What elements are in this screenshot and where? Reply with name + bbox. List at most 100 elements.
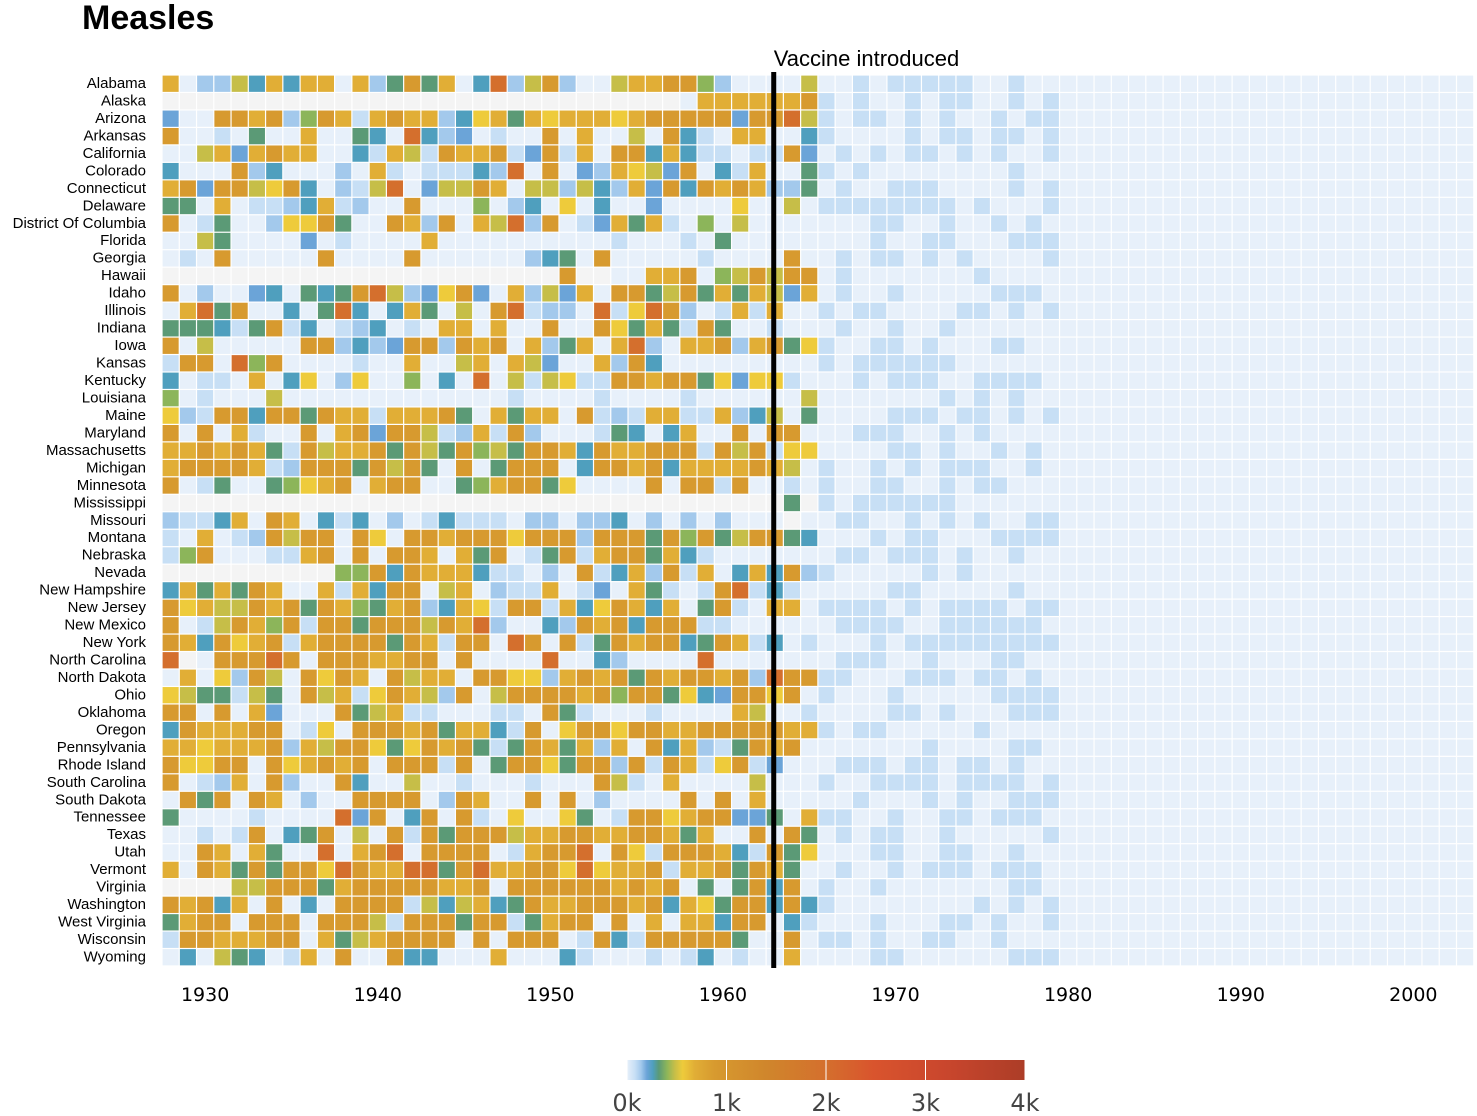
heatmap-cell xyxy=(870,477,887,494)
heatmap-cell xyxy=(922,599,939,616)
heatmap-cell xyxy=(266,442,283,459)
heatmap-cell xyxy=(1457,407,1474,424)
heatmap-cell xyxy=(1284,162,1301,180)
heatmap-cell xyxy=(1353,477,1370,494)
heatmap-cell xyxy=(645,355,662,372)
heatmap-cell xyxy=(1077,355,1094,372)
heatmap-cell xyxy=(1284,267,1301,285)
heatmap-cell xyxy=(1336,774,1353,791)
heatmap-cell xyxy=(680,337,697,354)
heatmap-cell xyxy=(939,215,956,232)
heatmap-cell xyxy=(266,774,283,791)
heatmap-cell xyxy=(1388,704,1405,721)
heatmap-cell xyxy=(956,669,973,686)
heatmap-cell xyxy=(525,774,542,791)
heatmap-cell xyxy=(1284,844,1301,861)
heatmap-cell xyxy=(1405,669,1422,686)
heatmap-cell xyxy=(1388,232,1405,250)
heatmap-cell xyxy=(490,687,507,704)
heatmap-cell xyxy=(956,494,973,512)
heatmap-cell xyxy=(507,110,524,127)
heatmap-cell xyxy=(404,407,421,424)
heatmap-cell xyxy=(922,145,939,162)
heatmap-cell xyxy=(749,93,766,110)
heatmap-cell xyxy=(1111,215,1128,232)
heatmap-cell xyxy=(438,128,455,145)
heatmap-cell xyxy=(1249,110,1267,127)
heatmap-cell xyxy=(1388,128,1405,145)
heatmap-cell xyxy=(559,774,576,791)
heatmap-cell xyxy=(749,547,766,564)
heatmap-cell xyxy=(507,721,524,739)
heatmap-cell xyxy=(1042,390,1059,407)
heatmap-cell xyxy=(594,372,611,389)
heatmap-cell xyxy=(197,180,214,197)
heatmap-cell xyxy=(231,617,248,634)
heatmap-cell xyxy=(1042,110,1059,127)
heatmap-cell xyxy=(1094,215,1111,232)
heatmap-cell xyxy=(611,372,628,389)
heatmap-cell xyxy=(1457,669,1474,686)
heatmap-cell xyxy=(887,512,904,529)
heatmap-cell xyxy=(576,75,593,92)
heatmap-cell xyxy=(473,407,490,424)
heatmap-cell xyxy=(404,914,421,931)
heatmap-cell xyxy=(1388,756,1405,774)
heatmap-cell xyxy=(939,110,956,127)
heatmap-cell xyxy=(559,459,576,477)
heatmap-cell xyxy=(1388,634,1405,651)
heatmap-cell xyxy=(1370,529,1387,547)
heatmap-cell xyxy=(1319,267,1336,285)
heatmap-cell xyxy=(714,739,731,756)
heatmap-cell xyxy=(317,879,334,896)
heatmap-cell xyxy=(1111,669,1128,686)
heatmap-cell xyxy=(1008,704,1025,721)
heatmap-cell xyxy=(248,442,265,459)
heatmap-cell xyxy=(576,285,593,302)
heatmap-cell xyxy=(1060,425,1077,442)
heatmap-cell xyxy=(835,320,852,337)
heatmap-cell xyxy=(283,128,300,145)
heatmap-cell xyxy=(1422,477,1439,494)
heatmap-cell xyxy=(507,494,524,512)
heatmap-cell xyxy=(732,949,749,966)
heatmap-cell xyxy=(179,459,196,477)
heatmap-cell xyxy=(922,232,939,250)
heatmap-cell xyxy=(1267,634,1284,651)
heatmap-cell xyxy=(1198,721,1215,739)
heatmap-cell xyxy=(438,914,455,931)
heatmap-cell xyxy=(1405,931,1422,948)
heatmap-cell xyxy=(1094,145,1111,162)
heatmap-cell xyxy=(887,215,904,232)
state-label: Arizona xyxy=(95,110,147,127)
heatmap-cell xyxy=(283,547,300,564)
heatmap-cell xyxy=(1077,459,1094,477)
heatmap-cell xyxy=(1198,564,1215,582)
heatmap-cell xyxy=(749,477,766,494)
heatmap-cell xyxy=(1163,215,1180,232)
heatmap-cell xyxy=(179,547,196,564)
state-label: Washington xyxy=(67,896,146,913)
heatmap-cell xyxy=(904,547,921,564)
heatmap-cell xyxy=(904,197,921,215)
heatmap-cell xyxy=(628,634,645,651)
heatmap-cell xyxy=(1336,372,1353,389)
heatmap-cell xyxy=(421,512,438,529)
heatmap-cell xyxy=(818,355,835,372)
heatmap-cell xyxy=(904,355,921,372)
heatmap-cell xyxy=(1111,879,1128,896)
heatmap-cell xyxy=(887,494,904,512)
heatmap-cell xyxy=(248,197,265,215)
heatmap-cell xyxy=(1457,442,1474,459)
heatmap-cell xyxy=(1180,320,1197,337)
heatmap-cell xyxy=(1163,355,1180,372)
heatmap-cell xyxy=(1060,861,1077,879)
heatmap-cell xyxy=(421,949,438,966)
heatmap-cell xyxy=(542,949,559,966)
heatmap-cell xyxy=(197,390,214,407)
heatmap-cell xyxy=(991,774,1008,791)
heatmap-cell xyxy=(1198,669,1215,686)
heatmap-cell xyxy=(214,687,231,704)
heatmap-cell xyxy=(1111,774,1128,791)
heatmap-cell xyxy=(1422,721,1439,739)
